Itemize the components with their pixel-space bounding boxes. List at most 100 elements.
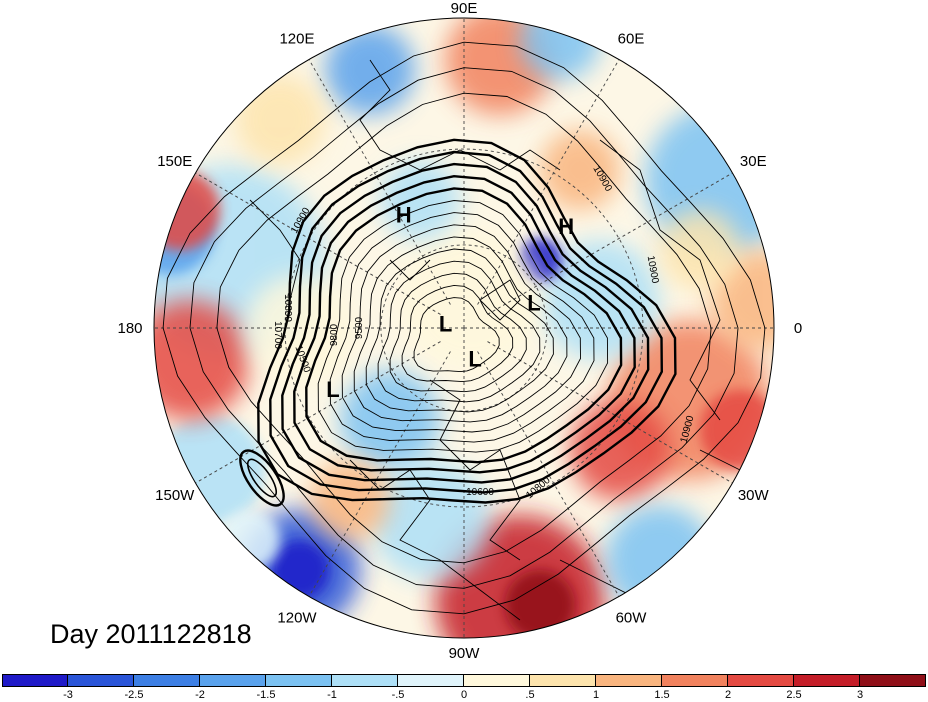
colorbar-tick-label: .5 [525,689,535,701]
low-center-label: L [527,291,540,316]
longitude-label: 30W [738,487,770,504]
anomaly-field [154,18,774,638]
colorbar-tick-label: -1.5 [256,689,276,701]
longitude-label: 60W [616,609,648,626]
height-contour [389,272,527,393]
low-center-label: L [468,347,481,372]
coastline [349,459,521,621]
height-contour [377,260,541,403]
day-label: Day 2011122818 [50,619,252,649]
contour-label: 10700 [272,321,283,349]
longitude-label: 120E [279,31,314,48]
meridian [195,341,441,484]
height-contour [189,67,739,589]
colorbar-tick-label: -1 [327,689,337,701]
longitude-label: 150E [157,153,192,170]
coastline [389,259,431,281]
coastline [599,139,721,421]
low-contour [246,458,278,498]
height-contour [329,212,595,443]
height-contour [162,41,766,615]
colorbar-box [794,674,860,687]
anomaly-blob [540,130,620,210]
meridian [477,351,620,597]
low-contour [239,449,285,507]
low-center-label: L [439,311,452,336]
contour-label: 9500 [354,316,365,339]
colorbar-box [2,674,68,687]
colorbar-tick-label: 2 [724,689,732,701]
colorbar-box [728,674,794,687]
colorbar-box [596,674,662,687]
height-contour [257,138,677,504]
height-contour [269,150,664,494]
longitude-label: 180 [117,320,142,337]
colorbar-box [662,674,728,687]
longitude-label: 0 [794,320,802,337]
anomaly-blob [400,230,540,370]
meridian [195,172,441,315]
colorbar-box [860,674,926,687]
low-center-label: L [326,377,339,402]
anomaly-blob [700,390,774,470]
anomaly-blob [505,570,575,638]
longitude-label: 120W [277,609,317,626]
colorbar: -3 -2.5 -2 -1.5 -1 -.5 0 .5 1 1.5 2 2.5 3 [0,674,928,702]
contour-label: 9800 [329,323,340,346]
longitude-labels: 90E 60E 30E 0 30W 60W 90W 120W 150W 180 150E 120E [117,0,802,662]
anomaly-blob [520,18,600,80]
colorbar-box [530,674,596,687]
coastline [249,199,301,301]
colorbar-box [68,674,134,687]
contour-label: 10800 [282,294,293,322]
colorbar-box [464,674,530,687]
colorbar-tick-label: -2 [195,689,205,701]
meridian [308,351,451,597]
anomaly-blob [325,25,415,115]
anomaly-blob [235,75,325,165]
map-boundary [153,17,775,639]
colorbar-box [200,674,266,687]
height-contour [305,187,623,464]
height-contour [401,284,514,383]
colorbar-box [332,674,398,687]
colorbar-box [266,674,332,687]
anomaly-blob [154,170,220,250]
colorbar-tick-label: 1 [592,689,600,701]
meridian [308,59,451,305]
anomaly-blob [660,210,740,290]
contour-label: 10900 [645,255,661,285]
high-center-label: H [396,203,412,228]
height-contour [293,174,636,474]
coastline [429,379,521,561]
height-contour [353,236,568,423]
colorbar-tick-label: 2.5 [786,689,802,701]
colorbar-box [398,674,464,687]
colorbar-tick-label: 3 [856,689,864,701]
height-contours [162,41,766,615]
anomaly-blob [710,250,774,350]
longitude-label: 90W [449,645,481,662]
contour-label: 10600 [466,487,494,498]
polar-stereographic-map: 90E 60E 30E 0 30W 60W 90W 120W 150W 180 150E 120E H… [117,0,802,662]
longitude-label: 60E [618,31,645,48]
anomaly-blob [154,300,250,420]
meridian [477,59,620,305]
anomaly-shading [154,18,774,638]
height-contour [365,248,554,413]
height-contour [317,200,609,453]
height-contour [216,92,712,564]
meridian [487,341,733,484]
coastline [479,279,521,321]
colorbar-tick-label: 0 [460,689,468,701]
longitude-label: 90E [451,0,478,17]
anomaly-blob [605,505,715,615]
anomaly-blob [570,400,670,500]
high-center-label: H [558,214,574,239]
meridian [487,172,733,315]
colorbar-tick-label: -2.5 [124,689,144,701]
height-contour [341,224,581,433]
colorbar-tick-label: 1.5 [654,689,670,701]
colorbar-box [134,674,200,687]
